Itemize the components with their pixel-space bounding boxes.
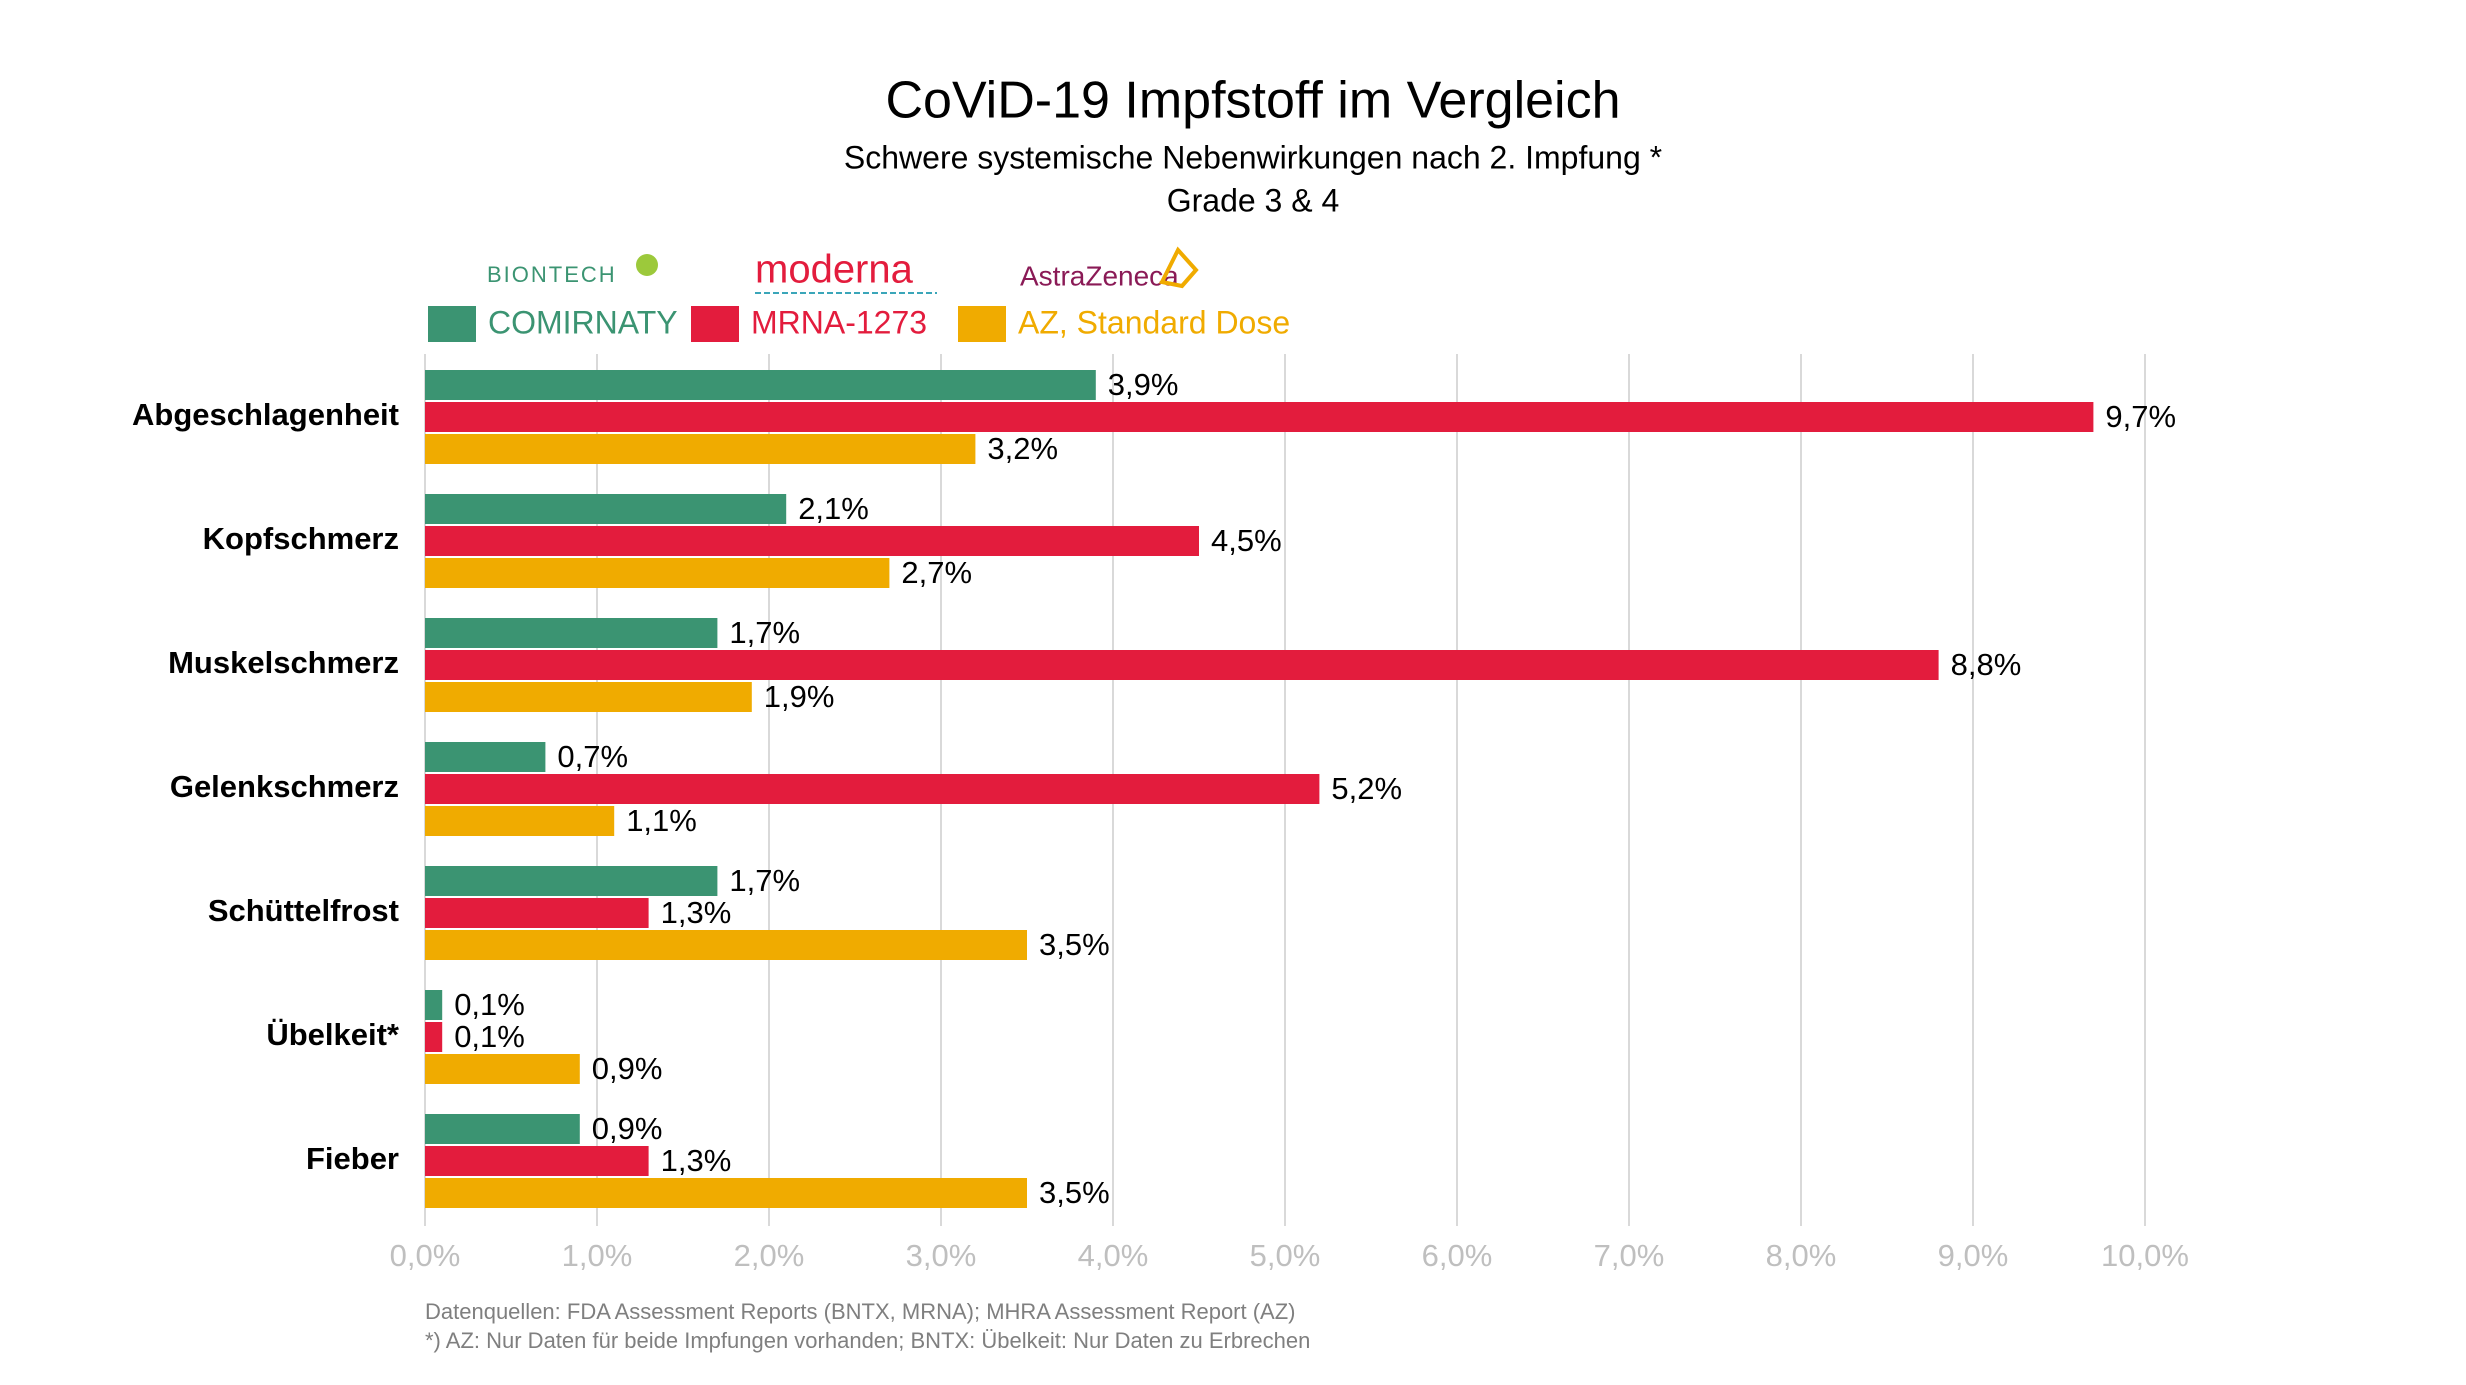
bar	[425, 866, 718, 896]
x-tick-label: 0,0%	[390, 1238, 461, 1273]
data-label: 0,9%	[592, 1111, 663, 1146]
data-label: 4,5%	[1211, 523, 1282, 558]
bar	[425, 558, 890, 588]
x-tick-label: 4,0%	[1078, 1238, 1149, 1273]
y-tick-label: Übelkeit*	[266, 1017, 400, 1052]
logo: moderna	[755, 248, 914, 292]
data-label: 3,9%	[1108, 367, 1179, 402]
bar	[425, 1114, 580, 1144]
logo: AstraZeneca	[1020, 260, 1179, 291]
data-label: 2,7%	[901, 555, 972, 590]
x-tick-label: 8,0%	[1766, 1238, 1837, 1273]
bar	[425, 774, 1320, 804]
logo-icon	[1159, 246, 1199, 289]
x-tick-label: 5,0%	[1250, 1238, 1321, 1273]
data-label: 0,1%	[454, 987, 525, 1022]
bar	[425, 806, 615, 836]
legend-label: MRNA-1273	[751, 304, 927, 340]
data-label: 0,7%	[557, 739, 628, 774]
y-tick-label: Abgeschlagenheit	[132, 397, 399, 432]
legend-label: AZ, Standard Dose	[1018, 304, 1290, 340]
data-label: 1,3%	[661, 1143, 732, 1178]
footnote: Datenquellen: FDA Assessment Reports (BN…	[425, 1299, 1296, 1324]
x-tick-label: 6,0%	[1422, 1238, 1493, 1273]
legend-label: COMIRNATY	[488, 304, 678, 340]
data-label: 0,1%	[454, 1019, 525, 1054]
bar	[425, 1054, 580, 1084]
chart-title: CoViD-19 Impfstoff im Vergleich	[885, 72, 1620, 130]
x-tick-label: 1,0%	[562, 1238, 633, 1273]
y-tick-label: Gelenkschmerz	[170, 769, 399, 804]
data-label: 0,9%	[592, 1051, 663, 1086]
logo: BIONTECH	[487, 262, 617, 287]
y-tick-label: Kopfschmerz	[203, 521, 399, 556]
logo-icon	[636, 254, 658, 276]
data-label: 2,1%	[798, 491, 869, 526]
data-label: 3,5%	[1039, 927, 1110, 962]
data-label: 8,8%	[1951, 647, 2022, 682]
chart-subtitle: Schwere systemische Nebenwirkungen nach …	[844, 139, 1662, 175]
data-label: 1,7%	[729, 863, 800, 898]
data-label: 1,1%	[626, 803, 697, 838]
data-label: 9,7%	[2105, 399, 2176, 434]
y-tick-label: Muskelschmerz	[168, 645, 399, 680]
data-label: 3,2%	[987, 431, 1058, 466]
data-label: 1,9%	[764, 679, 835, 714]
bar	[425, 1146, 649, 1176]
y-tick-label: Schüttelfrost	[208, 893, 399, 928]
bar	[425, 402, 2094, 432]
bar	[425, 650, 1939, 680]
legend-swatch	[958, 306, 1006, 342]
data-label: 5,2%	[1331, 771, 1402, 806]
y-tick-label: Fieber	[306, 1141, 399, 1176]
bar	[425, 930, 1027, 960]
bar	[425, 898, 649, 928]
x-tick-label: 10,0%	[2101, 1238, 2189, 1273]
bar	[425, 1022, 443, 1052]
chart-subtitle: Grade 3 & 4	[1167, 182, 1340, 218]
x-tick-label: 3,0%	[906, 1238, 977, 1273]
bar	[425, 618, 718, 648]
data-label: 1,3%	[661, 895, 732, 930]
footnote: *) AZ: Nur Daten für beide Impfungen vor…	[425, 1328, 1310, 1353]
bar	[425, 494, 787, 524]
bar	[425, 370, 1096, 400]
bar	[425, 1178, 1027, 1208]
x-tick-label: 9,0%	[1938, 1238, 2009, 1273]
x-tick-label: 7,0%	[1594, 1238, 1665, 1273]
bar	[425, 434, 976, 464]
bar	[425, 682, 752, 712]
data-label: 1,7%	[729, 615, 800, 650]
x-tick-label: 2,0%	[734, 1238, 805, 1273]
bar	[425, 526, 1199, 556]
data-label: 3,5%	[1039, 1175, 1110, 1210]
legend-swatch	[428, 306, 476, 342]
bar	[425, 742, 546, 772]
bar	[425, 990, 443, 1020]
legend-swatch	[691, 306, 739, 342]
